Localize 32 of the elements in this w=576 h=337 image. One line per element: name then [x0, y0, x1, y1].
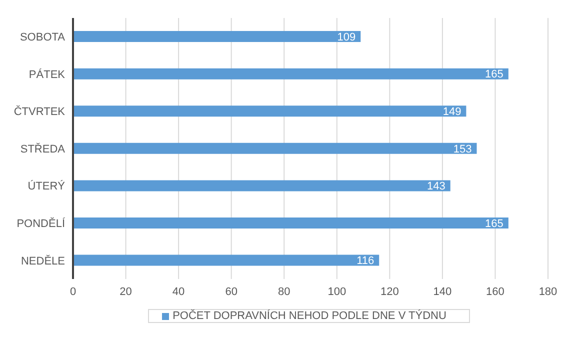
- x-tick-label: 140: [433, 286, 452, 298]
- x-tick-label: 60: [225, 286, 238, 298]
- x-tick-label: 160: [486, 286, 504, 298]
- y-tick-label: ÚTERÝ: [28, 180, 66, 193]
- y-tick-label: SOBOTA: [20, 32, 66, 44]
- legend-label: POČET DOPRAVNÍCH NEHOD PODLE DNE V TÝDNU: [172, 310, 446, 322]
- bar: [73, 106, 466, 117]
- x-tick-label: 0: [70, 286, 76, 298]
- y-tick-label: ČTVRTEK: [14, 105, 66, 118]
- bar: [73, 142, 477, 154]
- x-tick-label: 120: [380, 286, 399, 298]
- y-tick-label: NEDĚLE: [20, 254, 65, 268]
- x-tick-label: 40: [172, 286, 185, 298]
- data-label: 109: [337, 31, 356, 44]
- y-tick-label: STŘEDA: [20, 142, 66, 156]
- x-tick-label: 80: [278, 286, 290, 298]
- data-label: 153: [453, 143, 472, 156]
- data-label: 143: [427, 180, 446, 193]
- x-tick-label: 20: [120, 286, 132, 298]
- bar: [73, 31, 361, 42]
- y-tick-label: PÁTEK: [28, 68, 66, 81]
- bar: [73, 217, 508, 228]
- x-tick-label: 180: [538, 286, 558, 298]
- bar: [73, 68, 508, 80]
- data-label: 116: [356, 255, 374, 268]
- y-tick-label: PONDĚLÍ: [16, 216, 66, 230]
- bar: [73, 254, 380, 266]
- data-label: 149: [442, 106, 462, 118]
- data-label: 165: [485, 68, 504, 81]
- data-label: 165: [485, 218, 504, 230]
- x-tick-label: 100: [328, 286, 346, 298]
- bar: [73, 180, 450, 192]
